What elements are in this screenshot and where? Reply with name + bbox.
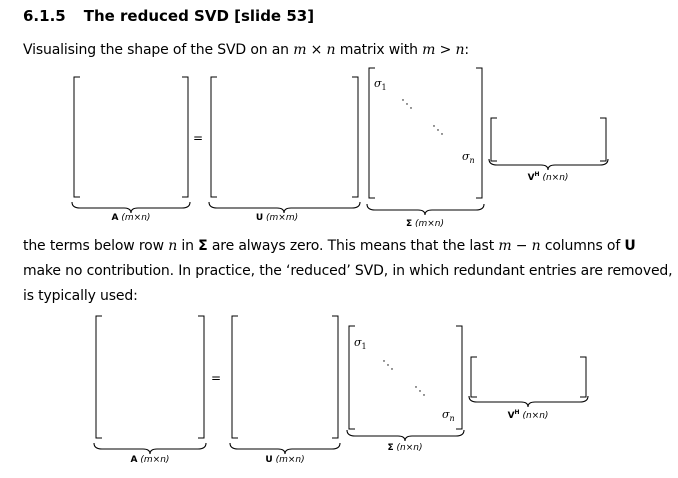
underbrace-A (71, 201, 191, 214)
intro-text: : (464, 42, 469, 58)
matrix-sigma-left-bracket (368, 67, 375, 199)
explain-text: are always zero. This means that the las… (207, 238, 499, 254)
math-U: U (624, 238, 636, 254)
label-sigma: Σ (m×n) (406, 219, 444, 229)
matrix-A-right-bracket (182, 76, 189, 198)
matrix-A-left-bracket (95, 315, 102, 439)
matrix-V-left-bracket (490, 117, 497, 162)
explain-text: columns of (540, 238, 625, 254)
math-n: n (326, 42, 336, 58)
matrix-sigma-right-bracket (456, 325, 463, 430)
explain-text: the terms below row (23, 238, 169, 254)
section-number: 6.1.5 (23, 7, 66, 25)
explain-line-1: the terms below row n in Σ are always ze… (23, 238, 636, 254)
math-sigma: Σ (198, 238, 208, 254)
math-times: × (306, 42, 327, 58)
matrix-U-left-bracket (210, 76, 217, 198)
underbrace-U (229, 442, 341, 455)
equals-sign: = (211, 371, 221, 385)
label-V: VH (n×n) (508, 407, 549, 421)
math-gt: > (435, 42, 456, 58)
math-n: n (531, 238, 541, 254)
intro-text: matrix with (335, 42, 423, 58)
matrix-A-left-bracket (73, 76, 80, 198)
label-U: U (m×n) (265, 455, 304, 465)
matrix-U-left-bracket (231, 315, 238, 439)
intro-paragraph: Visualising the shape of the SVD on an m… (23, 42, 469, 58)
matrix-A-right-bracket (198, 315, 205, 439)
sigma-n-entry: σn (462, 150, 475, 165)
diagonal-dots (383, 360, 425, 396)
math-m: m (498, 238, 512, 254)
matrix-V-right-bracket (580, 356, 587, 398)
math-m: m (293, 42, 307, 58)
math-m: m (422, 42, 436, 58)
explain-text: in (177, 238, 199, 254)
sigma-1-entry: σ1 (354, 336, 367, 351)
matrix-U-right-bracket (332, 315, 339, 439)
section-heading: 6.1.5 The reduced SVD [slide 53] (23, 7, 314, 25)
math-minus: − (511, 238, 532, 254)
sigma-n-entry: σn (442, 408, 455, 423)
equals-sign: = (193, 131, 203, 145)
underbrace-V (468, 395, 589, 408)
sigma-1-entry: σ1 (374, 77, 387, 92)
explain-line-3: is typically used: (23, 288, 138, 304)
math-n: n (168, 238, 178, 254)
underbrace-sigma (346, 429, 465, 442)
matrix-V-right-bracket (600, 117, 607, 162)
math-n: n (455, 42, 465, 58)
section-title: The reduced SVD [slide 53] (83, 7, 315, 25)
label-V: VH (n×n) (528, 169, 569, 183)
matrix-sigma-left-bracket (348, 325, 355, 430)
underbrace-V (488, 158, 609, 171)
full-svd-diagram: = σ1 σn A (m×n) U (m×m) Σ (m×n) VH (n×n) (71, 67, 609, 229)
label-U: U (m×m) (256, 213, 298, 223)
label-A: A (m×n) (131, 455, 170, 465)
label-A: A (m×n) (112, 213, 151, 223)
label-sigma: Σ (n×n) (387, 443, 422, 453)
underbrace-sigma (366, 203, 485, 216)
underbrace-A (93, 442, 207, 455)
explain-line-2: make no contribution. In practice, the ‘… (23, 263, 673, 279)
underbrace-U (208, 201, 361, 214)
matrix-U-right-bracket (352, 76, 359, 198)
intro-text: Visualising the shape of the SVD on an (23, 42, 294, 58)
matrix-sigma-right-bracket (476, 67, 483, 199)
matrix-V-left-bracket (470, 356, 477, 398)
diagonal-dots (402, 99, 443, 135)
